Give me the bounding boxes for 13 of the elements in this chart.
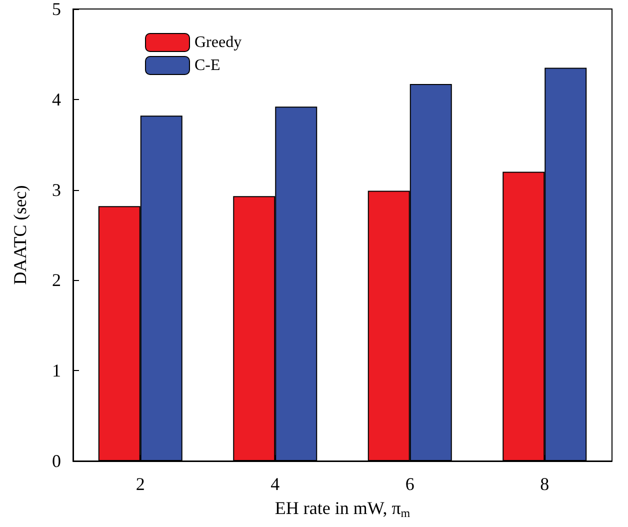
y-axis-title: DAATC (sec) — [10, 185, 30, 285]
y-tick-label: 4 — [52, 89, 61, 110]
y-tick-label: 3 — [52, 180, 61, 200]
legend-label: C-E — [194, 57, 220, 74]
y-tick-label: 0 — [52, 451, 61, 471]
x-tick-label: 2 — [136, 474, 145, 494]
y-tick-label: 1 — [52, 360, 61, 381]
x-tick-label: 4 — [270, 474, 280, 494]
legend-label: Greedy — [194, 34, 242, 51]
x-tick-label: 8 — [540, 474, 550, 494]
x-tick-label: 6 — [405, 474, 414, 494]
y-tick-label: 2 — [52, 270, 61, 290]
y-tick-label: 5 — [52, 0, 61, 19]
